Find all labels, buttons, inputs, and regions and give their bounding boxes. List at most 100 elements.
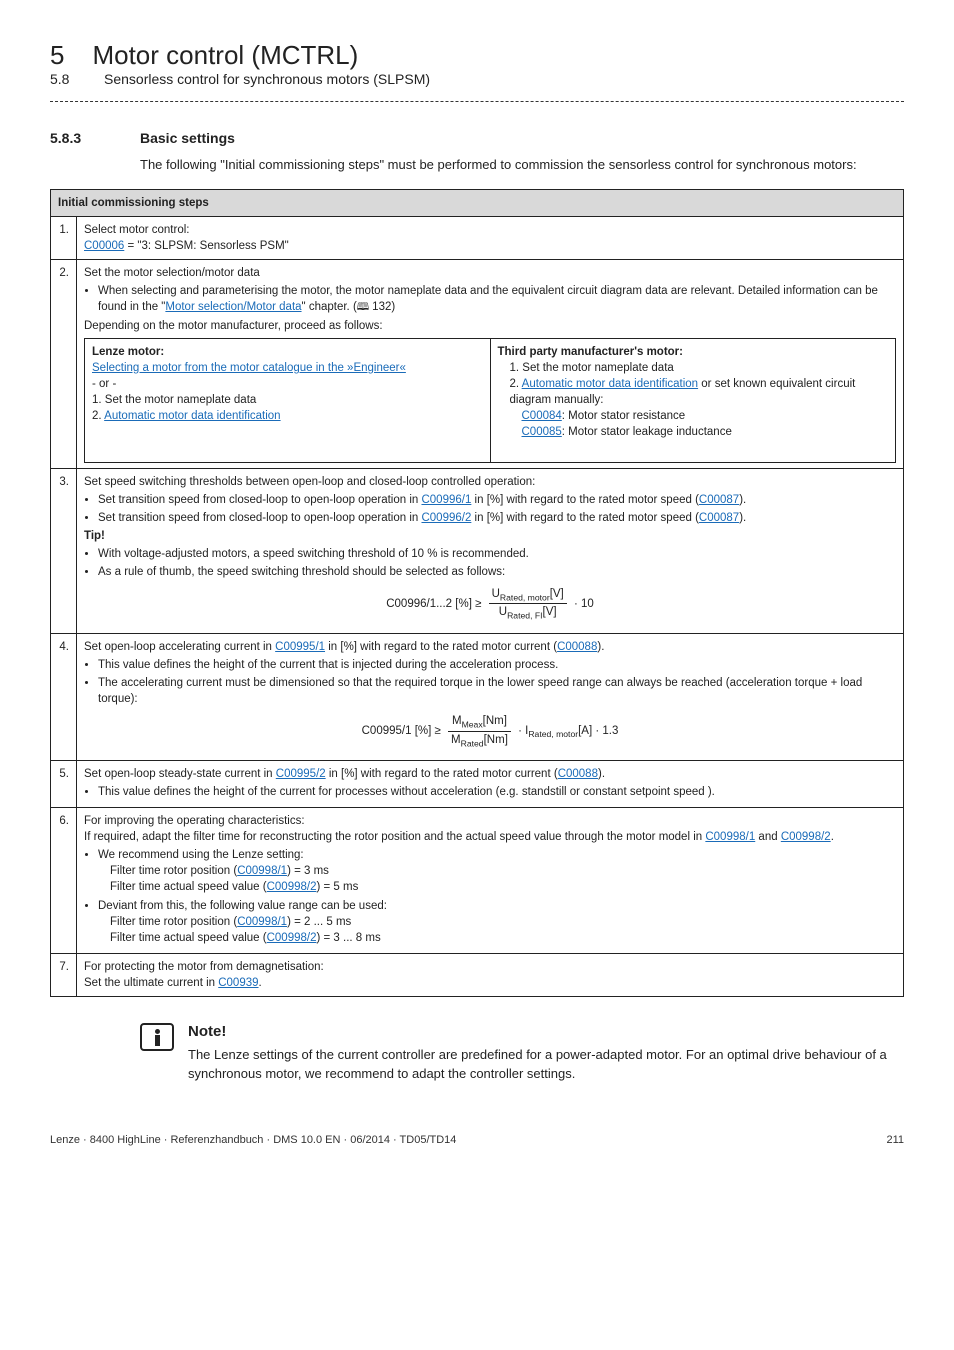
step-body: For protecting the motor from demagnetis… bbox=[77, 953, 904, 996]
code-link[interactable]: C00006 bbox=[84, 240, 124, 252]
code-link[interactable]: C00998/1 bbox=[705, 831, 755, 843]
text: · 10 bbox=[574, 598, 594, 610]
subscript: Meax bbox=[462, 719, 483, 729]
link[interactable]: Automatic motor data identification bbox=[104, 410, 280, 422]
code-link[interactable]: C00998/2 bbox=[781, 831, 831, 843]
link[interactable]: Automatic motor data identification bbox=[522, 378, 698, 390]
note-title: Note! bbox=[188, 1023, 904, 1040]
footer-left: Lenze · 8400 HighLine · Referenzhandbuch… bbox=[50, 1134, 456, 1146]
book-icon: 🕮 bbox=[357, 302, 369, 313]
code-link[interactable]: C00939 bbox=[218, 977, 258, 989]
text: Filter time rotor position ( bbox=[110, 916, 237, 928]
code-link[interactable]: C00087 bbox=[699, 512, 739, 524]
unit: [Nm] bbox=[483, 715, 507, 727]
unit: [V] bbox=[543, 606, 557, 618]
list-item: This value defines the height of the cur… bbox=[98, 784, 896, 800]
step-number: 7. bbox=[51, 953, 77, 996]
text: : Motor stator leakage inductance bbox=[562, 426, 732, 438]
unit: [A] · 1.3 bbox=[578, 725, 618, 737]
list-item: We recommend using the Lenze setting: Fi… bbox=[98, 847, 896, 895]
formula: C00995/1 [%] ≥ MMeax[Nm] MRated[Nm] · IR… bbox=[84, 713, 896, 749]
text: ) = 2 ... 5 ms bbox=[287, 916, 351, 928]
note-box: Note! The Lenze settings of the current … bbox=[140, 1023, 904, 1084]
steps-table: Initial commissioning steps 1. Select mo… bbox=[50, 189, 904, 997]
list-item: The accelerating current must be dimensi… bbox=[98, 675, 896, 707]
subscript: Rated, motor bbox=[528, 729, 578, 739]
inner-cell-right: Third party manufacturer's motor: 1. Set… bbox=[490, 338, 896, 462]
text: ). bbox=[739, 494, 746, 506]
text: ). bbox=[597, 641, 604, 653]
code-link[interactable]: C00084 bbox=[522, 410, 562, 422]
link[interactable]: Motor selection/Motor data bbox=[165, 301, 301, 313]
table-row: 1. Select motor control: C00006 = "3: SL… bbox=[51, 216, 904, 259]
page-footer: Lenze · 8400 HighLine · Referenzhandbuch… bbox=[50, 1134, 904, 1146]
text: For protecting the motor from demagnetis… bbox=[84, 961, 324, 973]
geq-symbol: ≥ bbox=[475, 598, 485, 610]
text: . bbox=[831, 831, 834, 843]
text: ) = 3 ms bbox=[287, 865, 329, 877]
divider bbox=[50, 101, 904, 102]
step-number: 1. bbox=[51, 216, 77, 259]
list-item: As a rule of thumb, the speed switching … bbox=[98, 564, 896, 580]
text: Filter time actual speed value ( bbox=[110, 932, 267, 944]
text: = "3: SLPSM: Sensorless PSM" bbox=[124, 240, 288, 252]
page-number: 211 bbox=[886, 1134, 904, 1146]
text: 2. bbox=[92, 410, 104, 422]
code-link[interactable]: C00998/2 bbox=[267, 932, 317, 944]
text: Set the motor selection/motor data bbox=[84, 267, 260, 279]
text: Set transition speed from closed-loop to… bbox=[98, 512, 421, 524]
text: ). bbox=[739, 512, 746, 524]
var: U bbox=[492, 588, 500, 600]
code-link[interactable]: C00087 bbox=[699, 494, 739, 506]
code-link[interactable]: C00998/1 bbox=[237, 865, 287, 877]
tip-label: Tip! bbox=[84, 530, 105, 542]
heading: Third party manufacturer's motor: bbox=[498, 346, 683, 358]
var: M bbox=[452, 715, 462, 727]
code-link[interactable]: C00088 bbox=[558, 768, 598, 780]
text: 2. bbox=[510, 378, 522, 390]
table-row: 5. Set open-loop steady-state current in… bbox=[51, 760, 904, 807]
text: Set open-loop accelerating current in bbox=[84, 641, 275, 653]
text: Set transition speed from closed-loop to… bbox=[98, 494, 421, 506]
text: Set speed switching thresholds between o… bbox=[84, 476, 535, 488]
table-row: 2. Set the motor selection/motor data Wh… bbox=[51, 260, 904, 468]
text: ) = 3 ... 8 ms bbox=[316, 932, 380, 944]
text: in [%] with regard to the rated motor cu… bbox=[325, 641, 557, 653]
list-item: When selecting and parameterising the mo… bbox=[98, 283, 896, 316]
code-link[interactable]: C00998/2 bbox=[267, 881, 317, 893]
formula: C00996/1...2 [%] ≥ URated, motor[V] URat… bbox=[84, 586, 896, 622]
code-link[interactable]: C00995/1 bbox=[275, 641, 325, 653]
fraction: URated, motor[V] URated, FI[V] bbox=[489, 586, 567, 622]
text: 1. Set the motor nameplate data bbox=[510, 362, 674, 374]
section-title: Sensorless control for synchronous motor… bbox=[104, 71, 430, 87]
step-number: 2. bbox=[51, 260, 77, 468]
list-item: Deviant from this, the following value r… bbox=[98, 898, 896, 946]
text: Set the ultimate current in bbox=[84, 977, 218, 989]
code-link[interactable]: C00088 bbox=[557, 641, 597, 653]
text: 1. Set the motor nameplate data bbox=[92, 394, 256, 406]
text: Deviant from this, the following value r… bbox=[98, 900, 387, 912]
code-link[interactable]: C00995/2 bbox=[276, 768, 326, 780]
note-body: The Lenze settings of the current contro… bbox=[188, 1046, 904, 1084]
text: : Motor stator resistance bbox=[562, 410, 685, 422]
text: For improving the operating characterist… bbox=[84, 815, 305, 827]
text: " chapter. ( bbox=[302, 301, 357, 313]
link[interactable]: Selecting a motor from the motor catalog… bbox=[92, 362, 406, 374]
heading: Lenze motor: bbox=[92, 346, 164, 358]
geq-symbol: ≥ bbox=[435, 725, 445, 737]
code-link[interactable]: C00996/1 bbox=[421, 494, 471, 506]
text: Filter time actual speed value ( bbox=[110, 881, 267, 893]
step-body: Set the motor selection/motor data When … bbox=[77, 260, 904, 468]
inner-cell-left: Lenze motor: Selecting a motor from the … bbox=[85, 338, 491, 462]
text: We recommend using the Lenze setting: bbox=[98, 849, 304, 861]
code-link[interactable]: C00085 bbox=[522, 426, 562, 438]
table-row: 6. For improving the operating character… bbox=[51, 808, 904, 954]
intro-text: The following "Initial commissioning ste… bbox=[140, 156, 904, 175]
code-link[interactable]: C00998/1 bbox=[237, 916, 287, 928]
code-link[interactable]: C00996/2 bbox=[421, 512, 471, 524]
table-row: 4. Set open-loop accelerating current in… bbox=[51, 633, 904, 760]
subsection-number: 5.8.3 bbox=[50, 130, 120, 146]
page-header: 5 Motor control (MCTRL) 5.8 Sensorless c… bbox=[50, 40, 904, 87]
list-item: Set transition speed from closed-loop to… bbox=[98, 510, 896, 526]
step-number: 4. bbox=[51, 633, 77, 760]
